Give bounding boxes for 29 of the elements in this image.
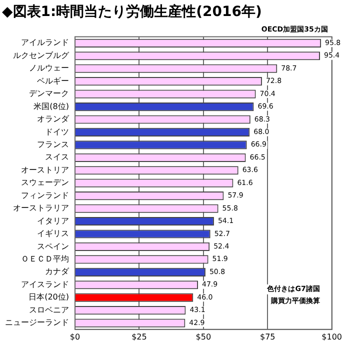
y-tick-label: ドイツ: [45, 127, 69, 136]
y-tick-label: スイス: [45, 152, 69, 162]
y-tick-label: カナダ: [45, 267, 70, 276]
y-tick-label: オーストラリア: [13, 204, 69, 213]
y-tick-label: 米国(8位): [34, 102, 69, 111]
y-tick-label: スウェーデン: [21, 178, 69, 188]
chart-title: ◆図表1:時間当たり労働生産性(2016年): [2, 3, 262, 20]
y-tick-label: ノルウェー: [29, 64, 69, 73]
x-tick-label: $75: [260, 332, 276, 342]
y-tick-label: スペイン: [37, 242, 69, 251]
y-tick-label: オランダ: [37, 114, 70, 124]
y-tick-label: ルクセンブルグ: [13, 50, 70, 60]
x-tick-label: $25: [132, 332, 147, 342]
y-tick-label: フィンランド: [21, 190, 69, 200]
y-tick-label: ニュージーランド: [5, 318, 69, 328]
y-tick-label: イギリス: [37, 229, 69, 238]
y-tick-label: アイルランド: [21, 38, 69, 48]
y-tick-label: スロベニア: [29, 305, 69, 314]
y-tick-label: デンマーク: [29, 89, 69, 98]
x-tick-label: $100: [322, 332, 342, 342]
y-tick-label: イタリア: [37, 216, 69, 226]
y-tick-label: オーストリア: [21, 165, 69, 174]
y-tick-label: フランス: [37, 140, 69, 150]
y-tick-label: アイスランド: [21, 280, 69, 289]
x-tick-label: $50: [196, 332, 212, 342]
y-tick-label: ベルギー: [37, 76, 69, 86]
x-tick-label: $0: [70, 332, 80, 342]
y-tick-label: ＯＥＣＤ平均: [21, 254, 69, 264]
y-tick-label: 日本(20位): [28, 292, 69, 302]
